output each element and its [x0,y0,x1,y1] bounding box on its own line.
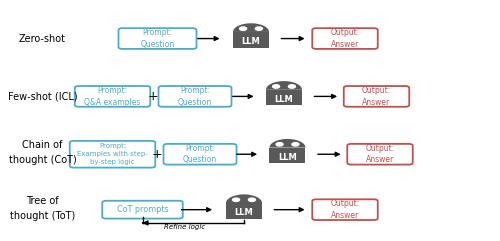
Wedge shape [233,23,269,32]
FancyBboxPatch shape [158,86,232,107]
FancyBboxPatch shape [266,90,302,106]
FancyBboxPatch shape [226,203,262,219]
Text: LLM: LLM [274,95,293,104]
Circle shape [240,27,246,30]
FancyBboxPatch shape [270,147,306,163]
Text: LLM: LLM [278,153,297,162]
Text: CoT prompts: CoT prompts [116,205,168,214]
Circle shape [248,198,256,201]
Text: Few-shot (ICL): Few-shot (ICL) [8,91,78,101]
Text: Prompt:
Question: Prompt: Question [140,28,174,49]
FancyBboxPatch shape [233,32,269,48]
Text: thought (CoT): thought (CoT) [8,155,76,165]
Text: Output:
Answer: Output: Answer [366,144,394,164]
Circle shape [276,143,283,146]
Text: Prompt:
Question: Prompt: Question [178,86,212,107]
Text: LLM: LLM [242,37,260,46]
Circle shape [272,85,280,88]
FancyBboxPatch shape [75,86,150,107]
Text: Output:
Answer: Output: Answer [362,86,391,107]
Text: Tree of: Tree of [26,195,59,206]
Text: +: + [151,148,162,161]
Text: Prompt:
Examples with step-
by-step logic: Prompt: Examples with step- by-step logi… [77,143,148,165]
Circle shape [232,198,239,201]
Circle shape [288,85,296,88]
FancyBboxPatch shape [102,201,182,219]
FancyBboxPatch shape [312,199,378,220]
FancyBboxPatch shape [347,144,413,165]
Text: Chain of: Chain of [22,140,62,150]
Text: Output:
Answer: Output: Answer [330,28,360,49]
Wedge shape [270,139,306,147]
FancyBboxPatch shape [118,28,196,49]
FancyBboxPatch shape [164,144,236,165]
Text: Prompt:
Q&A examples: Prompt: Q&A examples [84,86,140,107]
FancyBboxPatch shape [312,28,378,49]
Circle shape [256,27,262,30]
FancyBboxPatch shape [344,86,409,107]
Wedge shape [266,81,302,90]
Wedge shape [226,194,262,203]
Circle shape [292,143,299,146]
Text: Prompt:
Question: Prompt: Question [183,144,217,164]
Text: Refine logic: Refine logic [164,224,205,229]
FancyBboxPatch shape [70,141,155,168]
Text: +: + [148,90,158,103]
Text: thought (ToT): thought (ToT) [10,211,75,221]
Text: Output:
Answer: Output: Answer [330,200,360,220]
Text: Zero-shot: Zero-shot [19,33,66,44]
Text: LLM: LLM [234,208,254,217]
